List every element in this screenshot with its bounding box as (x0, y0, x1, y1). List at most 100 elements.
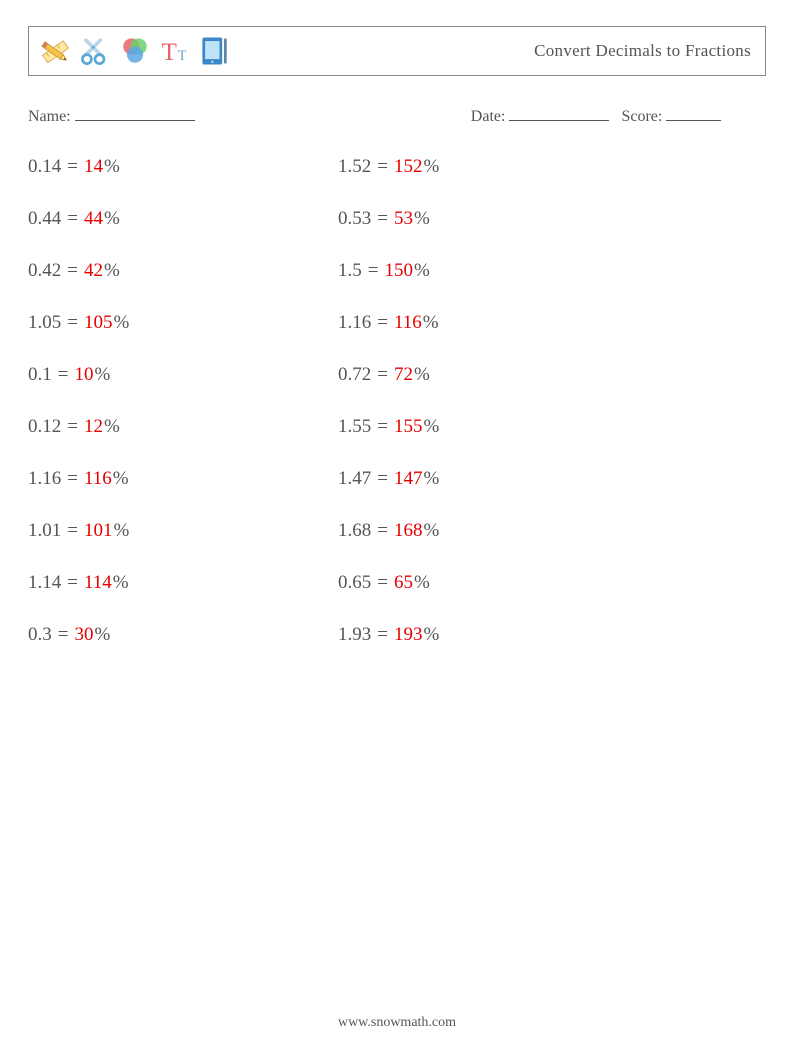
equals-sign: = (67, 468, 78, 490)
percent-sign: % (113, 312, 129, 334)
meta-row: Name: Date: Score: (28, 104, 766, 126)
answer-value: 42 (84, 260, 103, 282)
decimal-value: 1.16 (28, 468, 61, 490)
percent-sign: % (113, 468, 129, 490)
decimal-value: 1.05 (28, 312, 61, 334)
problem-row: 1.55 = 155% (338, 416, 439, 468)
decimal-value: 1.68 (338, 520, 371, 542)
meta-score: Score: (621, 104, 721, 126)
equals-sign: = (67, 156, 78, 178)
equals-sign: = (377, 364, 388, 386)
equals-sign: = (377, 572, 388, 594)
problem-row: 1.16=116% (338, 312, 439, 364)
equals-sign: = (58, 364, 69, 386)
answer-value: 150 (384, 260, 413, 282)
problem-row: 0.3 =30% (28, 624, 338, 676)
answer-value: 72 (394, 364, 413, 386)
percent-sign: % (423, 312, 439, 334)
answer-value: 44 (84, 208, 103, 230)
answer-value: 14 (84, 156, 103, 178)
problem-row: 1.16=116% (28, 468, 338, 520)
answer-value: 53 (394, 208, 413, 230)
equals-sign: = (377, 624, 388, 646)
decimal-value: 0.14 (28, 156, 61, 178)
percent-sign: % (94, 364, 110, 386)
answer-value: 147 (394, 468, 423, 490)
answer-value: 105 (84, 312, 113, 334)
percent-sign: % (104, 156, 120, 178)
decimal-value: 0.42 (28, 260, 61, 282)
decimal-value: 0.1 (28, 364, 52, 386)
answer-value: 10 (74, 364, 93, 386)
problem-row: 1.52=152% (338, 156, 439, 208)
meta-date: Date: (471, 104, 610, 126)
answer-value: 101 (84, 520, 113, 542)
problem-row: 1.5 =150% (338, 260, 439, 312)
equals-sign: = (67, 572, 78, 594)
equals-sign: = (377, 156, 388, 178)
percent-sign: % (414, 260, 430, 282)
decimal-value: 0.3 (28, 624, 52, 646)
percent-sign: % (423, 468, 439, 490)
decimal-value: 1.55 (338, 416, 371, 438)
equals-sign: = (58, 624, 69, 646)
decimal-value: 1.93 (338, 624, 371, 646)
color-circles-icon (117, 33, 153, 69)
percent-sign: % (113, 520, 129, 542)
problem-row: 0.14 = 14% (28, 156, 338, 208)
problem-row: 1.93=193% (338, 624, 439, 676)
problem-row: 1.05 = 105% (28, 312, 338, 364)
header-icons: T T (37, 33, 233, 69)
decimal-value: 1.47 (338, 468, 371, 490)
answer-value: 114 (84, 572, 112, 594)
equals-sign: = (67, 312, 78, 334)
date-blank (509, 104, 609, 121)
percent-sign: % (104, 416, 120, 438)
problem-row: 0.42 = 42% (28, 260, 338, 312)
equals-sign: = (368, 260, 379, 282)
decimal-value: 0.65 (338, 572, 371, 594)
decimal-value: 1.5 (338, 260, 362, 282)
answer-value: 152 (394, 156, 423, 178)
answer-value: 168 (394, 520, 423, 542)
footer-url: www.snowmath.com (0, 1015, 794, 1031)
answer-value: 30 (74, 624, 93, 646)
problems-column-1: 0.14=14%0.44=44%0.42=42%1.05=105%0.1=10%… (28, 156, 338, 676)
percent-sign: % (104, 208, 120, 230)
answer-value: 12 (84, 416, 103, 438)
score-label: Score: (621, 108, 662, 125)
answer-value: 155 (394, 416, 423, 438)
equals-sign: = (377, 468, 388, 490)
text-tt-icon: T T (157, 33, 193, 69)
problems-grid: 0.14=14%0.44=44%0.42=42%1.05=105%0.1=10%… (28, 156, 766, 676)
problem-row: 0.53=53% (338, 208, 439, 260)
percent-sign: % (113, 572, 129, 594)
equals-sign: = (67, 260, 78, 282)
header-box: T T Convert Decimals to Fractions (28, 26, 766, 76)
percent-sign: % (414, 364, 430, 386)
svg-text:T: T (178, 48, 187, 64)
date-label: Date: (471, 108, 506, 125)
equals-sign: = (377, 520, 388, 542)
problem-row: 0.72=72% (338, 364, 439, 416)
percent-sign: % (423, 156, 439, 178)
name-blank (75, 104, 195, 121)
decimal-value: 1.01 (28, 520, 61, 542)
problem-row: 1.68=168% (338, 520, 439, 572)
percent-sign: % (423, 416, 439, 438)
percent-sign: % (94, 624, 110, 646)
percent-sign: % (104, 260, 120, 282)
tablet-icon (197, 33, 233, 69)
problem-row: 1.47 = 147% (338, 468, 439, 520)
equals-sign: = (377, 416, 388, 438)
name-label: Name: (28, 108, 71, 125)
percent-sign: % (414, 208, 430, 230)
equals-sign: = (377, 208, 388, 230)
problem-row: 0.12 = 12% (28, 416, 338, 468)
decimal-value: 0.12 (28, 416, 61, 438)
equals-sign: = (67, 520, 78, 542)
problem-row: 1.01 = 101% (28, 520, 338, 572)
problems-column-2: 1.52=152%0.53=53%1.5=150%1.16=116%0.72=7… (338, 156, 439, 676)
equals-sign: = (67, 416, 78, 438)
problem-row: 0.1 =10% (28, 364, 338, 416)
